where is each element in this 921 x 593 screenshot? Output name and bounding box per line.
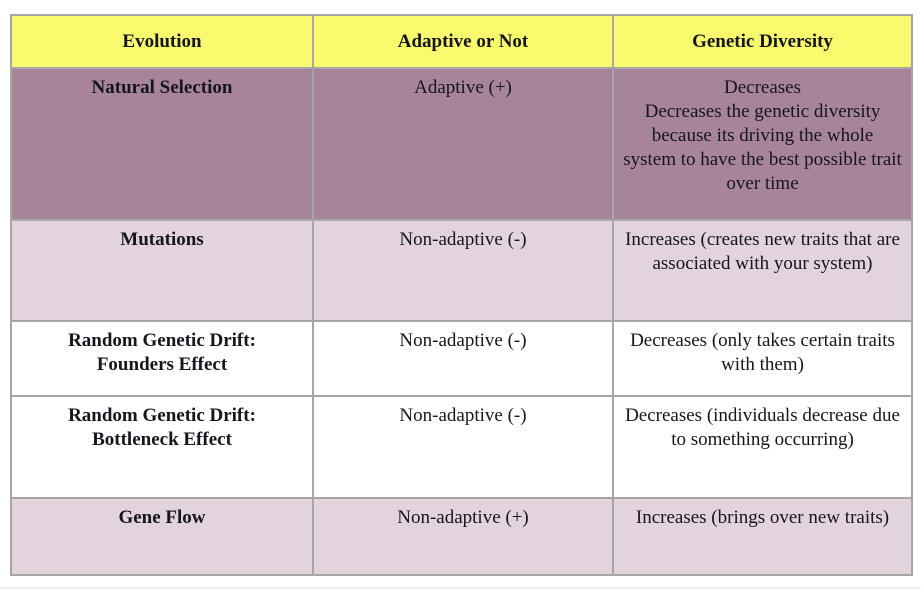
cell-genetic-diversity: Decreases Decreases the genetic diversit… bbox=[612, 67, 913, 221]
cell-evolution: Random Genetic Drift: Bottleneck Effect bbox=[10, 395, 314, 499]
cell-adaptive-or-not: Non-adaptive (-) bbox=[312, 219, 614, 322]
cell-evolution: Mutations bbox=[10, 219, 314, 322]
cell-evolution: Random Genetic Drift: Founders Effect bbox=[10, 320, 314, 397]
page-bottom-rule bbox=[0, 587, 921, 589]
cell-genetic-diversity: Decreases (individuals decrease due to s… bbox=[612, 395, 913, 499]
evolution-table: Evolution Adaptive or Not Genetic Divers… bbox=[10, 14, 913, 576]
cell-evolution: Natural Selection bbox=[10, 67, 314, 221]
cell-adaptive-or-not: Non-adaptive (-) bbox=[312, 395, 614, 499]
cell-adaptive-or-not: Non-adaptive (+) bbox=[312, 497, 614, 576]
table-row-bottleneck-effect: Random Genetic Drift: Bottleneck Effect … bbox=[10, 395, 913, 499]
column-header-evolution: Evolution bbox=[10, 14, 314, 69]
cell-genetic-diversity: Decreases (only takes certain traits wit… bbox=[612, 320, 913, 397]
cell-genetic-diversity: Increases (creates new traits that are a… bbox=[612, 219, 913, 322]
cell-genetic-diversity: Increases (brings over new traits) bbox=[612, 497, 913, 576]
table-row-gene-flow: Gene Flow Non-adaptive (+) Increases (br… bbox=[10, 497, 913, 576]
header-row: Evolution Adaptive or Not Genetic Divers… bbox=[10, 14, 913, 69]
cell-adaptive-or-not: Non-adaptive (-) bbox=[312, 320, 614, 397]
table-row-mutations: Mutations Non-adaptive (-) Increases (cr… bbox=[10, 219, 913, 322]
column-header-adaptive-or-not: Adaptive or Not bbox=[312, 14, 614, 69]
column-header-genetic-diversity: Genetic Diversity bbox=[612, 14, 913, 69]
cell-evolution: Gene Flow bbox=[10, 497, 314, 576]
table-row-founders-effect: Random Genetic Drift: Founders Effect No… bbox=[10, 320, 913, 397]
cell-adaptive-or-not: Adaptive (+) bbox=[312, 67, 614, 221]
table-row-natural-selection: Natural Selection Adaptive (+) Decreases… bbox=[10, 67, 913, 221]
